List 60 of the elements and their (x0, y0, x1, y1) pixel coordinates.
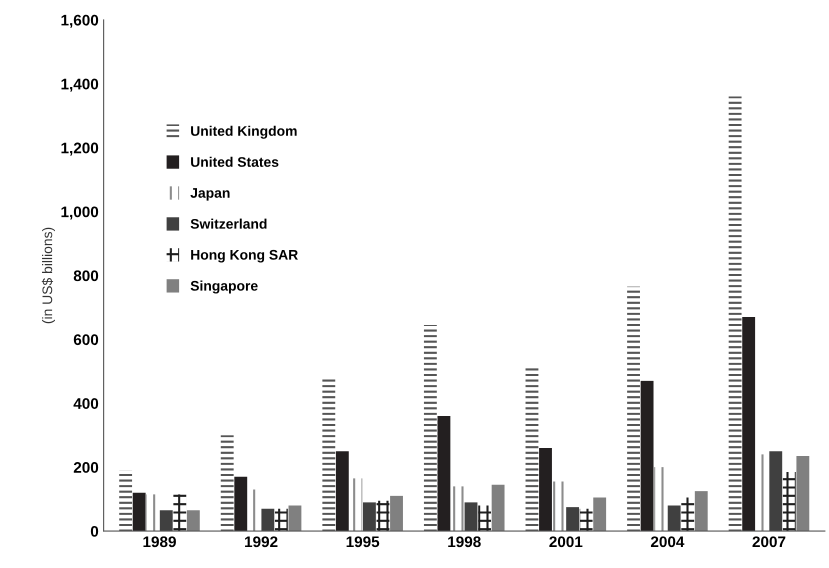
bar (694, 491, 708, 532)
bar (132, 492, 146, 532)
legend-label: Switzerland (190, 218, 266, 229)
x-tick-label: 1995 (346, 536, 380, 548)
y-tick-label: 200 (74, 462, 98, 473)
bar (220, 435, 234, 532)
x-tick-label: 1998 (448, 536, 481, 548)
legend-label: United Kingdom (191, 126, 297, 139)
bar (681, 498, 694, 532)
y-tick-label: 1,200 (62, 142, 98, 156)
bar (769, 451, 782, 532)
y-tick-label: 400 (74, 398, 98, 409)
y-tick-label: 1,000 (62, 206, 98, 220)
bar (580, 508, 593, 532)
bar (526, 366, 538, 532)
bar (478, 506, 491, 532)
bar (668, 506, 681, 532)
bar (424, 325, 437, 532)
bar (119, 470, 132, 532)
bar (234, 476, 248, 532)
bar (362, 502, 376, 532)
legend-label: United States (191, 156, 278, 167)
y-tick-label: 600 (74, 334, 98, 346)
bar (437, 416, 450, 532)
bar (492, 484, 505, 532)
bar (376, 500, 390, 532)
bar (288, 506, 302, 532)
bar (336, 451, 349, 532)
legend-label: Hong Kong SAR (191, 250, 298, 263)
x-tick-label: 2001 (549, 536, 582, 548)
bar (566, 507, 580, 532)
x-tick-label: 1992 (245, 536, 278, 548)
y-tick-label: 1,400 (62, 78, 98, 92)
legend-label: Singapore (190, 280, 258, 294)
bar (322, 379, 336, 532)
bar (552, 482, 566, 532)
bar (160, 510, 173, 532)
bar (390, 496, 403, 532)
y-tick-label: 1,600 (62, 14, 98, 28)
bar (627, 286, 640, 532)
bar (464, 502, 478, 532)
x-tick-label: 1989 (143, 536, 176, 548)
y-tick-label: 800 (74, 270, 98, 282)
bar (186, 510, 200, 532)
bar (274, 508, 288, 532)
y-tick-label: 0 (90, 526, 98, 537)
bar (593, 498, 606, 532)
bar (742, 317, 756, 532)
bar (782, 472, 796, 532)
y-axis-title: (in US$ billions) (42, 228, 55, 324)
bar (261, 508, 274, 532)
bar (451, 486, 464, 532)
x-tick-label: 2004 (650, 536, 684, 548)
bar (173, 494, 186, 532)
legend-label: Japan (190, 188, 230, 201)
bar (728, 96, 742, 532)
x-tick-label: 2007 (752, 536, 786, 548)
bar (539, 448, 552, 532)
bar (640, 380, 654, 532)
bar (796, 456, 810, 532)
